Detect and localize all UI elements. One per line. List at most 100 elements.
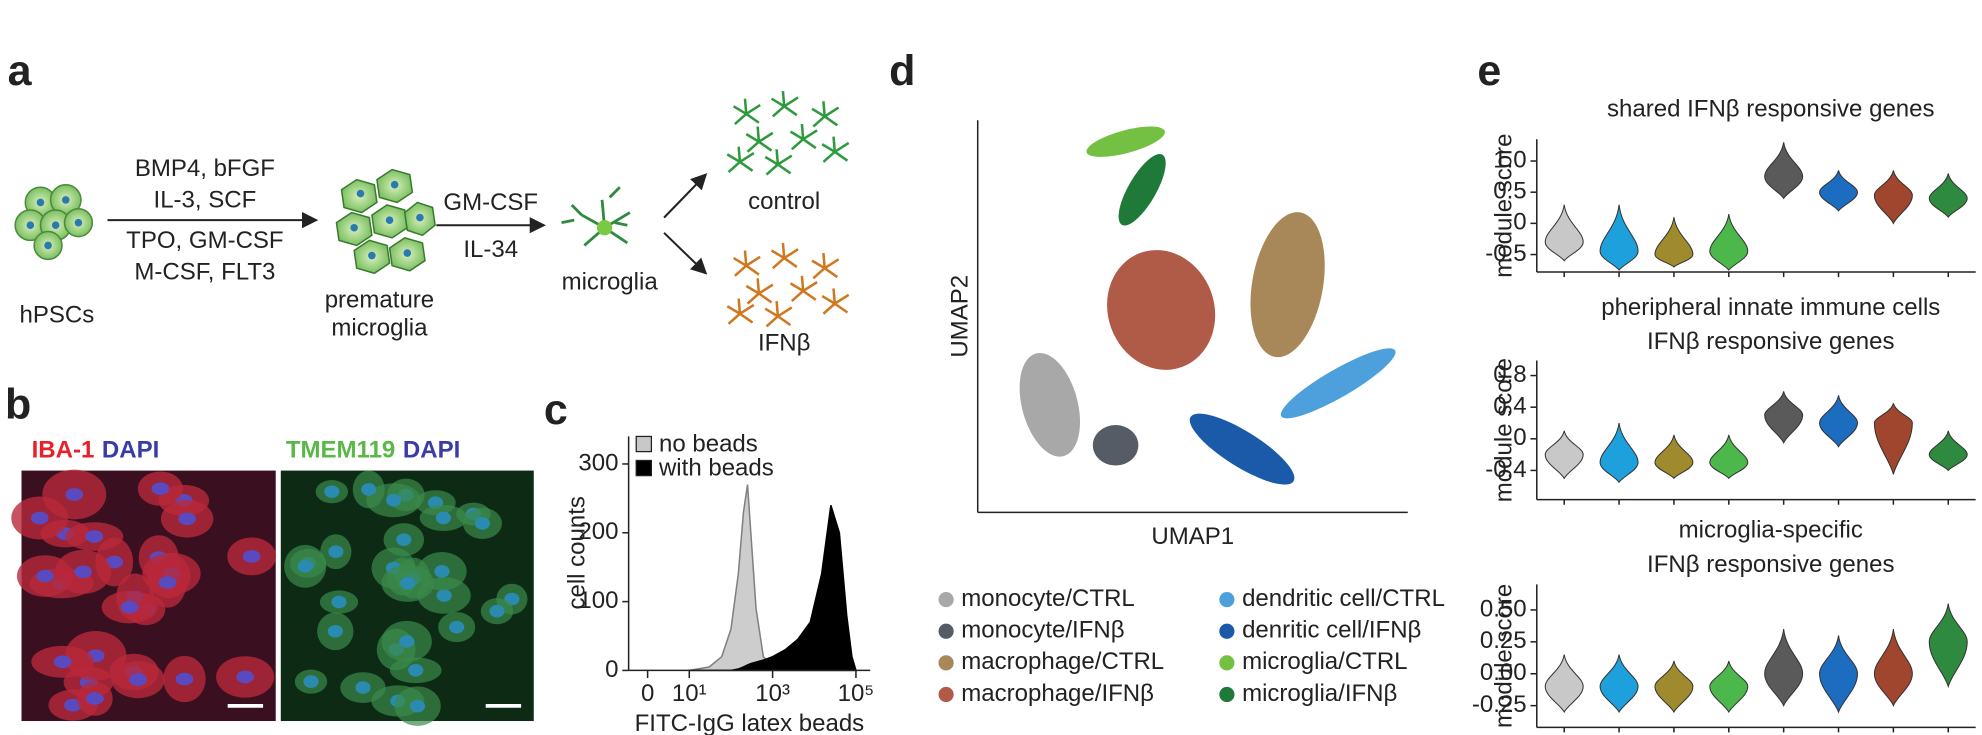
nucleus — [361, 483, 377, 496]
legend-swatch — [938, 592, 954, 608]
umap-cluster — [1107, 250, 1216, 370]
legend-swatch — [938, 686, 954, 703]
diagram-label: GM-CSF — [443, 189, 538, 216]
microglia — [745, 126, 774, 153]
x-axis-label: UMAP1 — [1151, 523, 1234, 550]
violin — [1819, 170, 1858, 212]
chart-title: IFNβ responsive genes — [1647, 328, 1894, 355]
legend-swatch — [1219, 655, 1235, 671]
violin — [1709, 434, 1749, 480]
microglia-icon — [561, 186, 631, 247]
nucleus — [436, 589, 452, 602]
nucleus — [399, 635, 415, 648]
nucleus — [36, 569, 54, 583]
y-axis-label: UMAP2 — [947, 275, 974, 358]
nucleus — [409, 699, 426, 713]
panel-label: d — [889, 47, 915, 95]
cell-cluster — [335, 168, 436, 275]
diagram-label: microglia — [562, 269, 659, 296]
y-tick-label: 300 — [578, 449, 618, 476]
y-axis-label: module score — [1491, 358, 1518, 502]
arrow — [663, 232, 708, 275]
y-tick-label: 0 — [1513, 209, 1526, 236]
legend-label: macrophage/CTRL — [961, 648, 1164, 675]
y-tick-label: 100 — [578, 587, 618, 614]
y-tick-label: 1.0 — [1493, 146, 1526, 173]
legend-label: microglia/CTRL — [1242, 648, 1407, 675]
chart-title: pheripheral innate immune cells — [1601, 294, 1940, 321]
diagram-label: BMP4, bFGF — [135, 155, 275, 182]
x-axis-label: FITC-IgG latex beads — [635, 710, 865, 735]
violin — [1873, 403, 1913, 475]
microglia-icon — [597, 220, 613, 236]
violin — [1654, 434, 1694, 480]
violin — [1544, 654, 1584, 714]
legend-label: microglia/IFNβ — [1242, 680, 1397, 707]
violin — [1819, 635, 1858, 714]
legend-swatch — [635, 459, 653, 477]
stain-labels: IBA-1 DAPI — [32, 437, 160, 464]
nucleus — [303, 675, 319, 688]
y-tick-label: 0 — [1513, 424, 1526, 451]
y-tick-label: 0.00 — [1480, 659, 1527, 686]
legend-label: with beads — [658, 455, 774, 482]
umap-cluster — [1250, 212, 1325, 358]
legend-swatch — [938, 655, 954, 671]
x-tick-label: 10¹ — [672, 680, 707, 707]
violin — [1873, 629, 1913, 708]
violin — [1819, 395, 1858, 448]
nucleus — [129, 673, 147, 686]
y-tick-label: 0.25 — [1480, 627, 1527, 654]
nucleus — [434, 565, 450, 578]
microglia — [732, 98, 761, 125]
diagram-label: microglia — [331, 314, 428, 341]
umap-cluster — [1086, 126, 1165, 157]
y-axis-label: module score — [1491, 134, 1518, 278]
panel-label: e — [1477, 47, 1501, 95]
nucleus — [178, 512, 196, 526]
nucleus — [30, 511, 49, 525]
y-axis-label: cell counts — [563, 496, 590, 609]
y-tick-label: 0 — [605, 656, 618, 683]
umap-cluster — [1092, 425, 1139, 466]
violin — [1599, 654, 1639, 714]
microglia-group — [726, 242, 850, 328]
violin — [1544, 204, 1584, 262]
nucleus — [408, 663, 424, 677]
microglia — [821, 136, 850, 163]
nucleus — [435, 511, 452, 525]
arrow — [663, 173, 708, 219]
stain-labels: TMEM119 DAPI — [286, 437, 460, 464]
chart-title: shared IFNβ responsive genes — [1607, 95, 1935, 122]
panel-label: a — [8, 47, 33, 95]
diagram-label: M-CSF, FLT3 — [134, 259, 275, 286]
nucleus — [120, 600, 139, 614]
umap-cluster — [1118, 154, 1166, 226]
x-tick-label: 10³ — [755, 680, 790, 707]
legend-swatch — [1219, 623, 1235, 639]
violin — [1928, 173, 1968, 219]
violin — [1599, 204, 1639, 272]
x-tick-label: 0 — [641, 680, 654, 707]
nucleus — [331, 595, 347, 609]
y-tick-label: -0.4 — [1485, 456, 1526, 483]
nucleus — [324, 485, 340, 498]
nucleus — [64, 698, 82, 712]
nucleus — [400, 576, 416, 590]
nucleus — [327, 624, 343, 638]
microglia — [789, 123, 818, 151]
chart-title: IFNβ responsive genes — [1647, 551, 1894, 578]
microglia — [821, 288, 850, 315]
nucleus — [242, 550, 261, 563]
nucleus — [297, 559, 313, 573]
histogram-area — [689, 505, 857, 672]
nucleus — [74, 565, 92, 579]
violin — [1928, 603, 1968, 689]
panel-label: c — [544, 386, 568, 434]
nucleus — [449, 620, 465, 634]
legend-label: monocyte/CTRL — [961, 585, 1135, 612]
violin — [1873, 170, 1913, 225]
legend-label: no beads — [659, 431, 758, 458]
diagram-label: IL-34 — [463, 236, 518, 263]
